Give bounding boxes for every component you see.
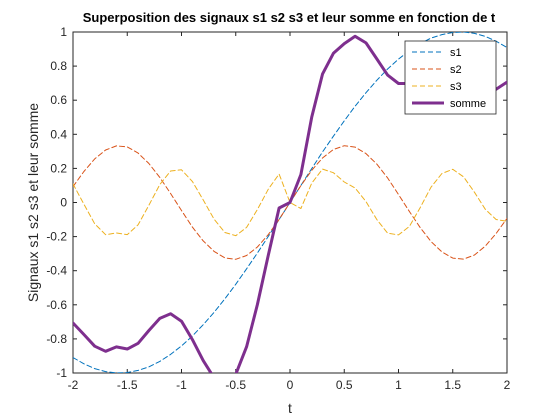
y-tick-label: 0.2: [50, 161, 67, 175]
x-tick-label: 0.5: [336, 378, 353, 392]
y-axis-label: Signaux s1 s2 s3 et leur somme: [25, 103, 41, 302]
legend-label-s3: s3: [450, 81, 462, 93]
ticks: -2 -1.5 -1 -0.5 0 0.5 1 1.5 2 -1 -0.8 -0.6 -0.4 -0.2 0…: [46, 25, 510, 392]
y-tick-label: 0.4: [50, 127, 67, 141]
y-tick-label: 0: [60, 196, 67, 210]
series-line-s3: [73, 168, 507, 237]
legend-label-s1: s1: [450, 47, 462, 59]
y-tick-label: -1: [56, 366, 67, 380]
legend-label-somme: somme: [450, 98, 486, 110]
y-tick-label: 0.6: [50, 93, 67, 107]
x-tick-label: 1.5: [444, 378, 461, 392]
y-tick-label: -0.6: [46, 298, 67, 312]
x-tick-label: 0: [287, 378, 294, 392]
y-tick-label: -0.8: [46, 332, 67, 346]
x-tick-label: -1: [176, 378, 187, 392]
x-axis-label: t: [288, 400, 292, 416]
legend-label-s2: s2: [450, 64, 462, 76]
x-tick-label: 2: [504, 378, 511, 392]
x-tick-label: -1.5: [117, 378, 138, 392]
x-tick-label: -0.5: [225, 378, 246, 392]
y-tick-label: -0.4: [46, 264, 67, 278]
y-tick-label: 1: [60, 25, 67, 39]
chart-title: Superposition des signaux s1 s2 s3 et le…: [83, 10, 496, 25]
legend: s1 s2 s3 somme: [404, 40, 497, 115]
x-tick-label: 1: [395, 378, 402, 392]
y-tick-label: 0.8: [50, 59, 67, 73]
y-tick-label: -0.2: [46, 230, 67, 244]
x-tick-label: -2: [68, 378, 79, 392]
